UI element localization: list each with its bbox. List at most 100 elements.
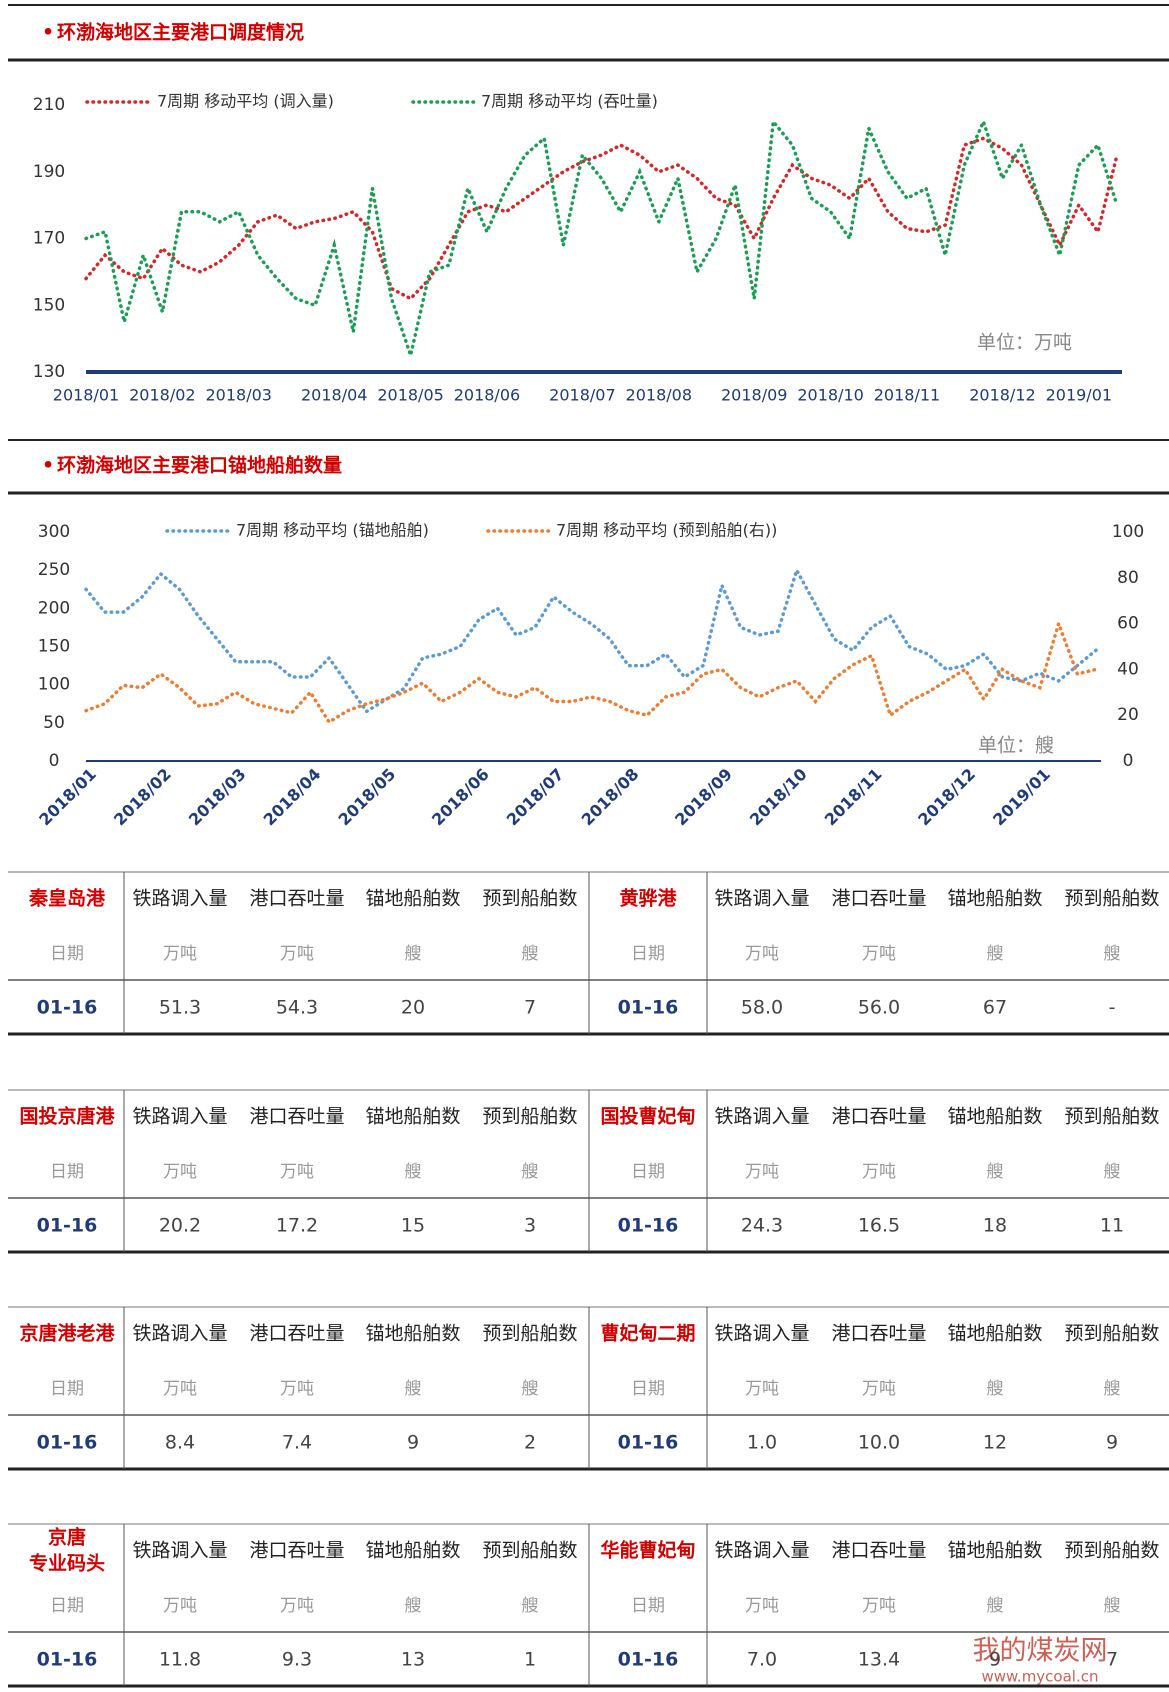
unit-label: 艘 xyxy=(987,1162,1004,1182)
port-name: 国投曹妃甸 xyxy=(600,1105,695,1128)
value-cell: 7 xyxy=(524,997,536,1019)
value-cell: 1 xyxy=(524,1649,536,1671)
x-tick-label: 2018/04 xyxy=(260,765,325,830)
column-header: 预到船舶数 xyxy=(1064,888,1159,910)
y2-tick-label: 20 xyxy=(1117,705,1139,725)
watermark-url: www.mycoal.cn xyxy=(982,1668,1099,1686)
x-tick-label: 2018/05 xyxy=(334,765,399,830)
value-cell: 2 xyxy=(524,1432,536,1454)
unit-label: 艘 xyxy=(405,944,422,964)
unit-label: 艘 xyxy=(405,1379,422,1399)
legend-label: 7周期 移动平均 (锚地船舶) xyxy=(236,521,429,540)
unit-label: 日期 xyxy=(50,1379,84,1399)
value-cell: 54.3 xyxy=(276,997,318,1019)
port-name: 华能曹妃甸 xyxy=(600,1539,695,1562)
column-header: 铁路调入量 xyxy=(714,1323,809,1345)
column-header: 铁路调入量 xyxy=(132,1323,227,1345)
unit-label: 万吨 xyxy=(163,1379,197,1399)
unit-label: 艘 xyxy=(522,1162,539,1182)
y2-tick-label: 40 xyxy=(1117,659,1139,679)
y-tick-label: 130 xyxy=(33,362,65,382)
value-cell: 67 xyxy=(983,997,1007,1019)
y2-tick-label: 80 xyxy=(1117,568,1139,588)
unit-label: 日期 xyxy=(50,1162,84,1182)
x-tick-label: 2018/10 xyxy=(797,386,863,405)
x-tick-label: 2018/12 xyxy=(914,765,979,830)
x-tick-label: 2018/10 xyxy=(746,765,811,830)
series-line xyxy=(84,116,1119,362)
value-cell: 9 xyxy=(1106,1432,1118,1454)
unit-label: 艘 xyxy=(522,1379,539,1399)
x-tick-label: 2018/03 xyxy=(185,765,250,830)
column-header: 锚地船舶数 xyxy=(947,888,1042,910)
port-name: 秦皇岛港 xyxy=(28,887,106,910)
unit-label: 日期 xyxy=(631,1379,665,1399)
unit-label: 万吨 xyxy=(280,1162,314,1182)
value-cell: - xyxy=(1109,997,1116,1019)
unit-label: 艘 xyxy=(987,1596,1004,1616)
value-cell: 3 xyxy=(524,1215,536,1237)
x-tick-label: 2018/07 xyxy=(503,765,568,830)
column-header: 锚地船舶数 xyxy=(365,1106,460,1128)
value-cell: 7.0 xyxy=(747,1649,777,1671)
unit-label: 万吨 xyxy=(163,1162,197,1182)
unit-label: 艘 xyxy=(1104,1596,1121,1616)
value-cell: 16.5 xyxy=(858,1215,900,1237)
date-cell: 01-16 xyxy=(37,1649,98,1671)
column-header: 铁路调入量 xyxy=(132,1540,227,1562)
unit-note: 单位：万吨 xyxy=(977,332,1072,354)
value-cell: 7 xyxy=(1106,1649,1118,1671)
unit-label: 万吨 xyxy=(862,1379,896,1399)
unit-label: 艘 xyxy=(522,1596,539,1616)
y-tick-label: 50 xyxy=(43,713,65,733)
x-tick-label: 2018/09 xyxy=(721,386,787,405)
column-header: 铁路调入量 xyxy=(132,888,227,910)
column-header: 预到船舶数 xyxy=(482,888,577,910)
unit-label: 万吨 xyxy=(862,1162,896,1182)
value-cell: 17.2 xyxy=(276,1215,318,1237)
column-header: 铁路调入量 xyxy=(714,888,809,910)
column-header: 铁路调入量 xyxy=(714,1540,809,1562)
value-cell: 11.8 xyxy=(159,1649,201,1671)
column-header: 预到船舶数 xyxy=(482,1323,577,1345)
unit-label: 万吨 xyxy=(745,1162,779,1182)
column-header: 锚地船舶数 xyxy=(365,888,460,910)
unit-label: 日期 xyxy=(50,1596,84,1616)
series-line xyxy=(84,136,1119,301)
value-cell: 24.3 xyxy=(741,1215,783,1237)
bullet: • xyxy=(42,22,54,44)
unit-label: 艘 xyxy=(987,944,1004,964)
x-tick-label: 2018/09 xyxy=(671,765,736,830)
column-header: 港口吞吐量 xyxy=(831,888,926,910)
column-header: 铁路调入量 xyxy=(714,1106,809,1128)
port-name: 曹妃甸二期 xyxy=(600,1322,695,1345)
unit-label: 万吨 xyxy=(862,944,896,964)
column-header: 预到船舶数 xyxy=(1064,1540,1159,1562)
y-tick-label: 200 xyxy=(38,598,70,618)
x-tick-label: 2019/01 xyxy=(989,765,1054,830)
legend-label: 7周期 移动平均 (调入量) xyxy=(157,92,334,111)
column-header: 锚地船舶数 xyxy=(947,1323,1042,1345)
watermark: 我的煤炭网 xyxy=(973,1636,1108,1667)
value-cell: 9 xyxy=(407,1432,419,1454)
date-cell: 01-16 xyxy=(37,997,98,1019)
unit-label: 万吨 xyxy=(280,1379,314,1399)
x-tick-label: 2018/05 xyxy=(377,386,443,405)
value-cell: 58.0 xyxy=(741,997,783,1019)
x-tick-label: 2018/08 xyxy=(626,386,692,405)
section-title: 环渤海地区主要港口锚地船舶数量 xyxy=(57,454,342,477)
value-cell: 51.3 xyxy=(159,997,201,1019)
date-cell: 01-16 xyxy=(618,1432,679,1454)
y2-tick-label: 100 xyxy=(1112,522,1144,542)
column-header: 港口吞吐量 xyxy=(249,888,344,910)
value-cell: 1.0 xyxy=(747,1432,777,1454)
port-name: 专业码头 xyxy=(29,1552,105,1575)
x-tick-label: 2019/01 xyxy=(1046,386,1112,405)
column-header: 预到船舶数 xyxy=(482,1106,577,1128)
x-tick-label: 2018/02 xyxy=(110,765,175,830)
x-tick-label: 2018/02 xyxy=(129,386,195,405)
value-cell: 10.0 xyxy=(858,1432,900,1454)
unit-label: 万吨 xyxy=(862,1596,896,1616)
series-line xyxy=(84,618,1098,725)
